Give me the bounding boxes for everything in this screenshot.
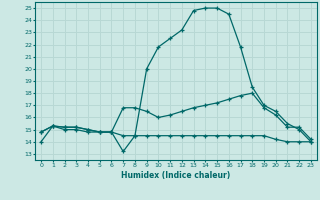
X-axis label: Humidex (Indice chaleur): Humidex (Indice chaleur) <box>121 171 231 180</box>
